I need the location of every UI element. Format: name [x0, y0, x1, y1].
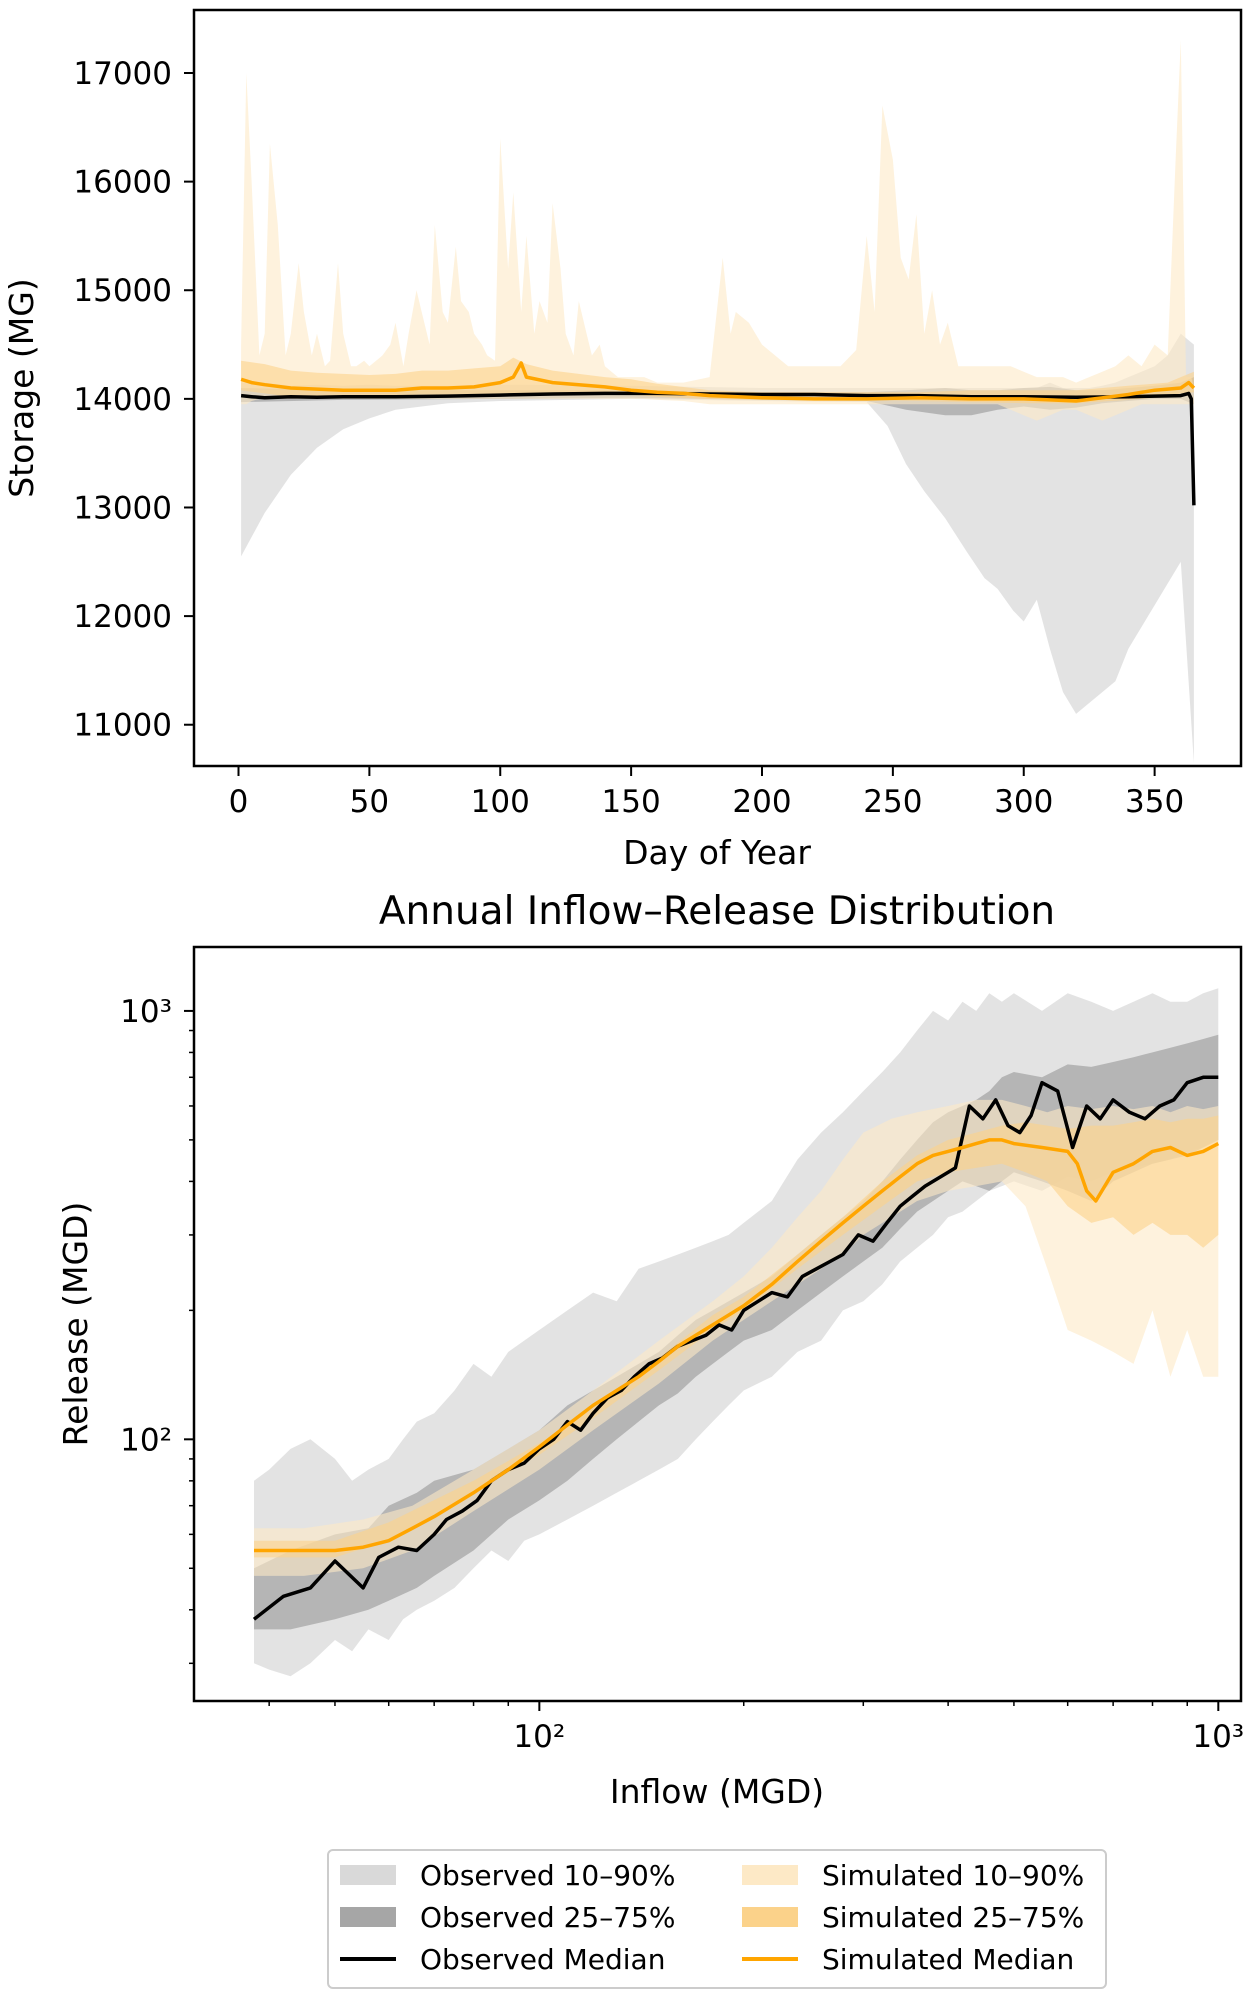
inflow-release-x-ticks: 10² 10³	[268, 1701, 1244, 1755]
legend-simulated-10-90-label: Simulated 10–90%	[822, 1859, 1084, 1892]
storage-x-tick-label: 0	[229, 784, 249, 820]
storage-x-tick-label: 200	[732, 784, 791, 820]
storage-x-tick-label: 250	[863, 784, 922, 820]
inflow-release-observed-median-line	[252, 1075, 1219, 1621]
storage-chart: 0 50 100 150 200 250 300 350 11000 12000 13000 140…	[2, 8, 1243, 872]
inflow-release-plot-frame	[192, 945, 1243, 1703]
storage-plot-area	[240, 40, 1196, 763]
storage-observed-10-90-band	[241, 333, 1194, 763]
storage-simulated-10-90-band	[241, 40, 1194, 421]
storage-y-tick-label: 17000	[73, 56, 172, 92]
storage-x-ticks: 0 50 100 150 200 250 300 350	[229, 766, 1184, 820]
storage-x-tick-label: 50	[350, 784, 389, 820]
inflow-release-y-tick-label: 10³	[120, 994, 172, 1030]
inflow-release-y-axis-label: Release (MGD)	[56, 1202, 95, 1447]
inflow-release-title: Annual Inflow–Release Distribution	[379, 889, 1055, 934]
inflow-release-x-tick-label: 10²	[513, 1719, 565, 1755]
inflow-release-simulated-25-75-band	[254, 1115, 1219, 1558]
storage-x-axis-label: Day of Year	[623, 833, 811, 872]
storage-x-tick-label: 350	[1125, 784, 1184, 820]
storage-x-tick-label: 300	[994, 784, 1053, 820]
storage-simulated-25-75-band	[241, 357, 1194, 404]
legend-observed-10-90-label: Observed 10–90%	[420, 1859, 675, 1892]
inflow-release-y-ticks: 10² 10³	[120, 994, 194, 1665]
legend-simulated-25-75-label: Simulated 25–75%	[822, 1901, 1084, 1934]
legend-observed-10-90-swatch	[340, 1865, 396, 1885]
storage-plot-frame	[192, 8, 1243, 768]
storage-y-tick-label: 11000	[73, 708, 172, 744]
legend-simulated-25-75-swatch	[742, 1907, 798, 1927]
legend-items: Observed 10–90% Observed 25–75% Observed M…	[340, 1859, 1084, 1976]
inflow-release-x-axis-label: Inflow (MGD)	[610, 1772, 824, 1811]
legend-simulated-median-label: Simulated Median	[822, 1943, 1074, 1976]
storage-x-tick-label: 150	[602, 784, 661, 820]
legend-observed-median-label: Observed Median	[420, 1943, 665, 1976]
storage-simulated-median-line	[240, 361, 1196, 403]
legend-frame	[327, 1849, 1107, 1989]
legend-simulated-10-90-swatch	[742, 1865, 798, 1885]
storage-y-tick-label: 16000	[73, 165, 172, 201]
storage-y-tick-label: 13000	[73, 490, 172, 526]
legend: Observed 10–90% Observed 25–75% Observed M…	[327, 1849, 1107, 1989]
inflow-release-simulated-10-90-band	[254, 1099, 1219, 1576]
inflow-release-chart: Annual Inflow–Release Distribution 10² 10…	[56, 889, 1244, 1811]
storage-y-tick-label: 12000	[73, 599, 172, 635]
legend-observed-25-75-label: Observed 25–75%	[420, 1901, 675, 1934]
inflow-release-simulated-median-line	[254, 1138, 1220, 1553]
storage-y-ticks: 11000 12000 13000 14000 15000 16000 17000	[73, 56, 194, 744]
inflow-release-plot-area	[252, 988, 1220, 1677]
storage-y-tick-label: 15000	[73, 273, 172, 309]
inflow-release-x-tick-label: 10³	[1192, 1719, 1244, 1755]
storage-x-tick-label: 100	[471, 784, 530, 820]
inflow-release-y-tick-label: 10²	[120, 1422, 172, 1458]
storage-y-tick-label: 14000	[73, 382, 172, 418]
legend-observed-25-75-swatch	[340, 1907, 396, 1927]
storage-y-axis-label: Storage (MG)	[2, 278, 41, 497]
